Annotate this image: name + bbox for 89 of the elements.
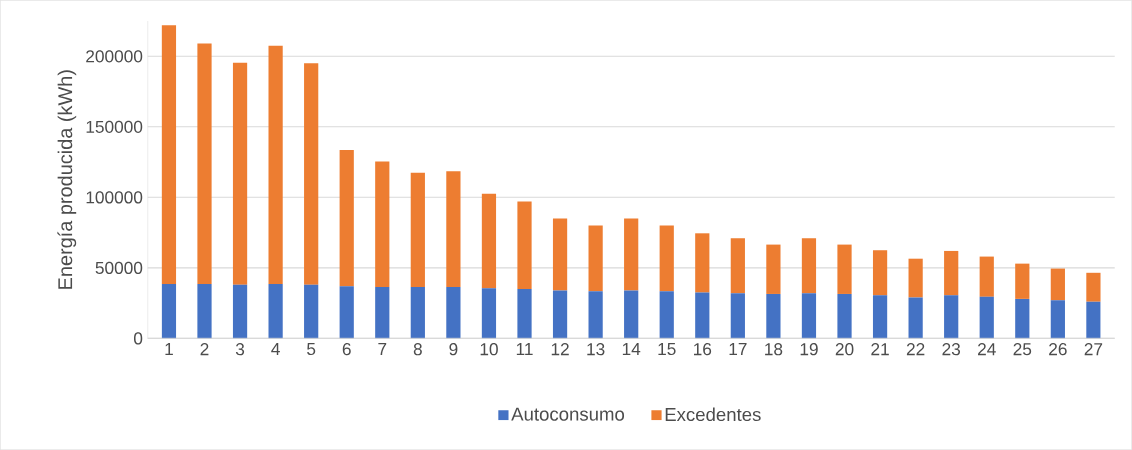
y-tick-label: 200000 [86,50,143,63]
bar [979,296,994,339]
x-tick-label: 18 [765,343,783,356]
bar [304,63,319,285]
x-tick-label: 11 [516,343,533,355]
bar [801,238,817,294]
bar [232,62,248,285]
bar [339,150,354,287]
bar [908,297,923,339]
bar [232,284,248,339]
x-tick-label: 5 [307,343,316,356]
bar [624,290,639,339]
bar [944,295,959,339]
x-tick-label: 2 [200,343,209,356]
bar [872,295,888,339]
x-tick-label: 21 [871,343,889,356]
bar [268,45,283,285]
x-tick-label: 25 [1013,343,1032,356]
x-tick-label: 27 [1084,343,1103,356]
bar [304,284,319,339]
x-tick-label: 16 [694,343,712,356]
bar [588,225,603,292]
bar [695,292,710,339]
bar [837,244,852,294]
x-tick-label: 24 [978,343,996,356]
x-tick-label: 17 [729,343,747,355]
x-tick-label: 10 [480,343,498,356]
bar [588,291,603,339]
x-tick-label: 14 [622,343,641,355]
bar [410,286,425,339]
bar [1050,300,1065,339]
bar [730,293,745,339]
y-tick-label: 100000 [86,191,143,204]
bar [766,293,781,339]
bar [552,290,568,339]
legend-label: Autoconsumo [511,407,625,421]
bar [161,284,177,339]
bar [944,250,959,296]
bar [375,161,390,287]
bar [481,193,497,289]
bar [1050,268,1065,301]
bar [197,284,212,339]
y-tick-label: 50000 [95,261,143,274]
bar [552,218,568,291]
x-tick-label: 23 [942,343,961,356]
bar [624,218,639,291]
x-tick-label: 20 [835,343,854,356]
bar [908,258,923,298]
y-axis-title: Energía producida (kWh) [57,70,77,289]
bar [837,293,852,339]
bar [979,256,994,297]
bar [695,233,710,293]
bar [801,293,817,339]
bar [1015,298,1030,339]
bar [268,284,283,339]
bar [659,291,674,339]
bar [481,288,497,339]
bar [446,286,461,339]
x-tick-label: 3 [235,343,245,356]
x-tick-label: 8 [413,343,422,356]
y-tick-label: 0 [133,332,143,345]
x-tick-label: 22 [906,343,925,356]
bar [872,250,888,296]
bar [375,286,390,339]
legend-label: Excedentes [665,407,761,422]
bar [197,43,212,285]
bar [161,25,177,285]
bar [730,238,745,294]
bar [339,286,354,339]
bar [517,201,532,289]
x-tick-label: 12 [551,343,569,356]
bar [410,172,425,287]
bar [1086,301,1101,339]
bar [1086,272,1101,302]
bar [1015,263,1030,299]
bar [766,244,781,294]
bar [446,171,461,287]
x-tick-label: 19 [800,343,818,356]
x-tick-label: 4 [271,343,280,355]
x-tick-label: 15 [658,343,676,356]
bar [517,288,532,339]
x-tick-label: 26 [1049,343,1067,356]
x-tick-label: 9 [449,343,458,356]
y-tick-label: 150000 [86,120,143,133]
x-tick-label: 7 [378,343,387,355]
x-tick-label: 13 [587,343,605,356]
x-tick-label: 1 [165,343,173,355]
x-tick-label: 6 [342,343,351,356]
bar [659,225,674,292]
